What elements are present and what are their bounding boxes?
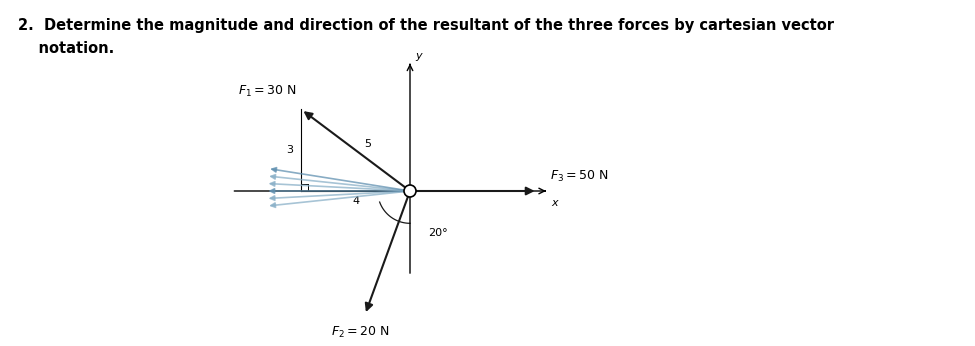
Text: x: x: [551, 198, 558, 208]
Text: 20°: 20°: [428, 228, 448, 238]
Text: 5: 5: [364, 139, 371, 149]
Text: y: y: [415, 52, 421, 62]
Text: $F_1 = 30$ N: $F_1 = 30$ N: [238, 84, 296, 99]
Text: 3: 3: [286, 145, 292, 155]
Text: $F_3 = 50$ N: $F_3 = 50$ N: [550, 169, 608, 183]
Text: 2.  Determine the magnitude and direction of the resultant of the three forces b: 2. Determine the magnitude and direction…: [18, 18, 834, 33]
Text: 4: 4: [352, 196, 359, 206]
Circle shape: [404, 185, 416, 197]
Text: $F_2 = 20$ N: $F_2 = 20$ N: [331, 325, 389, 340]
Text: notation.: notation.: [18, 41, 114, 56]
